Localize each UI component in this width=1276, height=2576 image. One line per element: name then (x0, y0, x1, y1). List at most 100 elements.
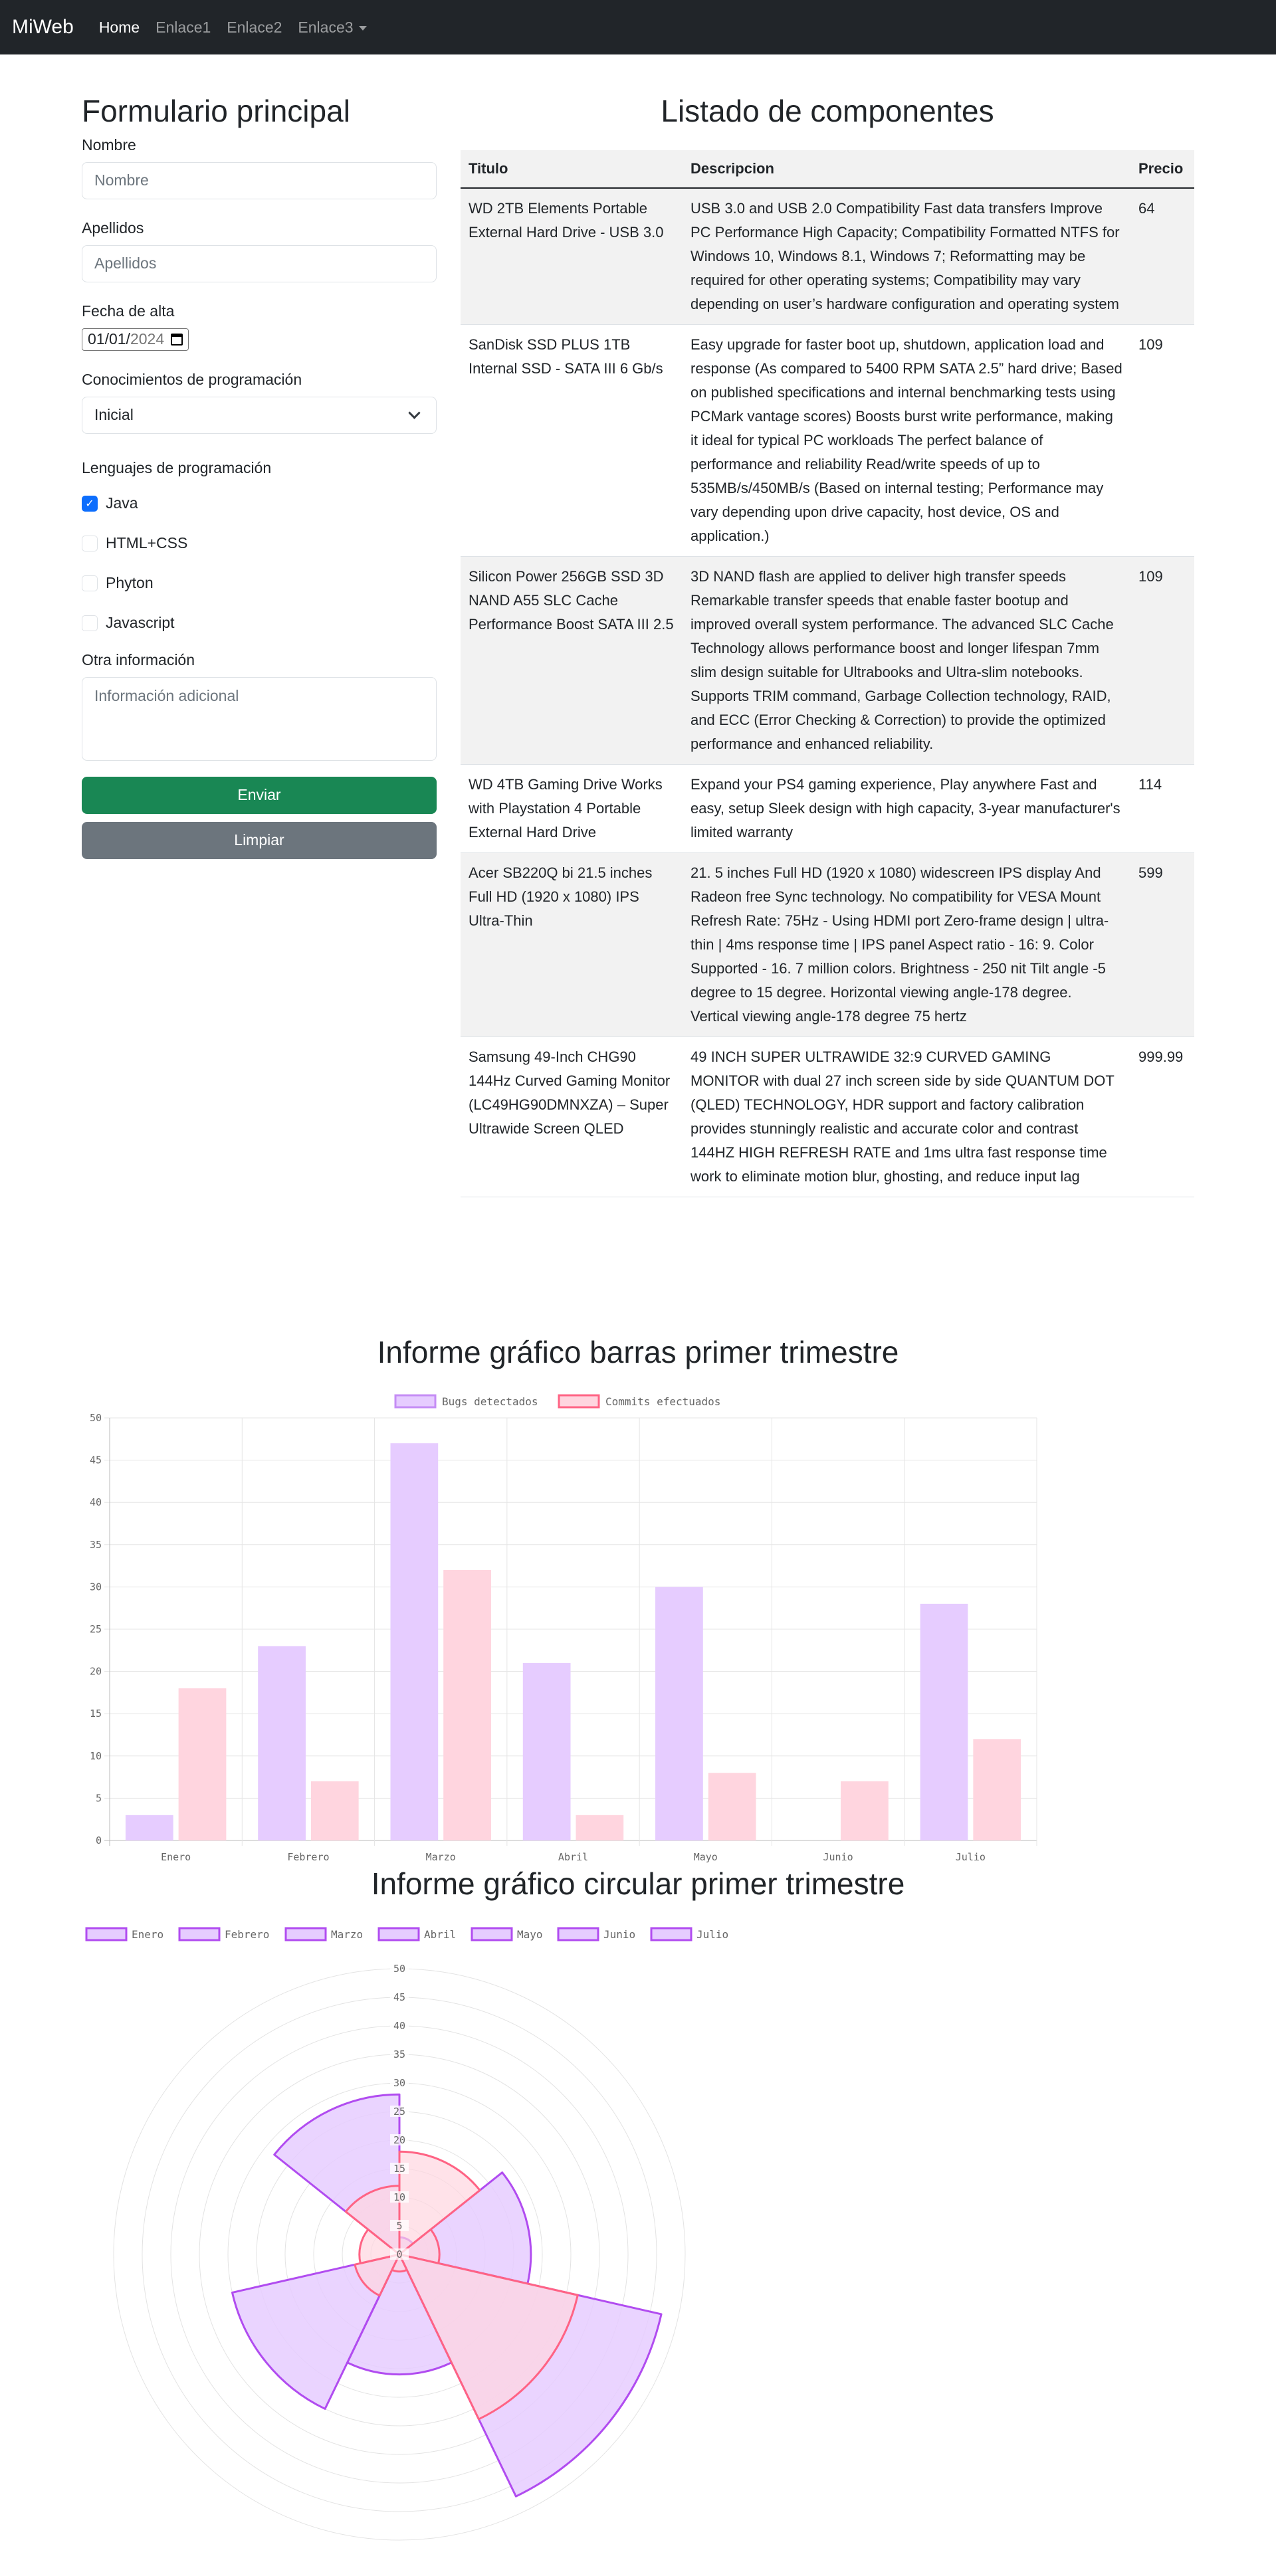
legend-swatch (557, 1927, 599, 1941)
nav-link-enlace2[interactable]: Enlace2 (227, 18, 282, 36)
y-tick-label: 20 (90, 1666, 102, 1678)
cell-titulo: WD 4TB Gaming Drive Works with Playstati… (461, 764, 683, 853)
header-precio: Precio (1130, 150, 1194, 189)
legend-swatch (650, 1927, 692, 1941)
bar (841, 1781, 889, 1840)
nombre-input[interactable] (82, 161, 437, 199)
checkbox-row-javascript[interactable]: Javascript (82, 603, 437, 643)
fecha-year: 2024 (130, 330, 165, 348)
legend-label: Julio (696, 1928, 728, 1941)
header-titulo: Titulo (461, 150, 683, 189)
cell-precio: 999.99 (1130, 1037, 1194, 1197)
legend-label: Abril (424, 1928, 456, 1941)
r-tick-label: 5 (396, 2220, 402, 2232)
checkbox-label-html-css: HTML+CSS (106, 534, 188, 552)
polar-sector (354, 2253, 401, 2297)
x-tick-label: Abril (558, 1851, 588, 1863)
otra-textarea[interactable]: Información adicional (82, 676, 437, 761)
r-tick-label: 40 (393, 2020, 405, 2032)
cell-descripcion: 49 INCH SUPER ULTRAWIDE 32:9 CURVED GAMI… (683, 1037, 1130, 1197)
r-tick-backdrop (390, 2020, 409, 2031)
apellidos-label: Apellidos (82, 219, 144, 237)
legend-swatch (377, 1927, 420, 1941)
cell-descripcion: USB 3.0 and USB 2.0 Compatibility Fast d… (683, 188, 1130, 325)
table-title: Listado de componentes (661, 94, 994, 128)
bar (708, 1773, 756, 1840)
y-tick-label: 50 (90, 1412, 102, 1424)
cell-titulo: Acer SB220Q bi 21.5 inches Full HD (1920… (461, 852, 683, 1037)
y-tick-label: 0 (96, 1834, 102, 1846)
legend-swatch (284, 1927, 327, 1941)
cell-descripcion: Easy upgrade for faster boot up, shutdow… (683, 324, 1130, 557)
legend-label: Enero (132, 1928, 163, 1941)
cell-titulo: Samsung 49-Inch CHG90 144Hz Curved Gamin… (461, 1037, 683, 1197)
x-tick-label: Junio (823, 1851, 853, 1863)
legend-swatch (85, 1927, 128, 1941)
r-tick-backdrop (390, 2163, 409, 2174)
legend-label: Junio (603, 1928, 635, 1941)
reset-button[interactable]: Limpiar (82, 821, 437, 859)
cell-descripcion: 3D NAND flash are applied to deliver hig… (683, 556, 1130, 765)
checkbox-row-html-css[interactable]: HTML+CSS (82, 524, 437, 563)
cell-descripcion: Expand your PS4 gaming experience, Play … (683, 764, 1130, 853)
bar (576, 1815, 624, 1840)
checkbox-java[interactable]: ✓ (82, 495, 98, 512)
checkbox-row-java[interactable]: ✓ Java (82, 484, 437, 524)
y-tick-label: 30 (90, 1581, 102, 1593)
header-descripcion: Descripcion (683, 150, 1130, 189)
checkbox-phyton[interactable] (82, 575, 98, 591)
checkbox-label-javascript: Javascript (106, 614, 175, 632)
bar (973, 1739, 1021, 1840)
nav-link-home[interactable]: Home (98, 18, 140, 36)
r-tick-backdrop (390, 2048, 409, 2060)
legend-label: Bugs detectados (442, 1395, 538, 1408)
checkbox-label-java: Java (106, 494, 138, 512)
conocimientos-label: Conocimientos de programación (82, 370, 302, 388)
lenguajes-label: Lenguajes de programación (82, 458, 272, 476)
checkbox-row-phyton[interactable]: Phyton (82, 563, 437, 603)
calendar-icon[interactable] (171, 333, 183, 346)
cell-precio: 109 (1130, 556, 1194, 765)
legend-label: Mayo (517, 1928, 543, 1941)
r-tick-label: 45 (393, 1991, 405, 2003)
table-row: SanDisk SSD PLUS 1TB Internal SSD - SATA… (461, 324, 1194, 557)
r-tick-backdrop (390, 2134, 409, 2145)
bar (310, 1781, 359, 1840)
y-tick-label: 10 (90, 1750, 102, 1762)
table-row: Silicon Power 256GB SSD 3D NAND A55 SLC … (461, 556, 1194, 765)
polar-sector (398, 2253, 579, 2421)
fecha-day-month: 01/01/ (88, 330, 130, 348)
conocimientos-select[interactable]: Inicial (82, 396, 437, 434)
nav-dropdown-enlace3[interactable]: Enlace3 (298, 19, 367, 37)
x-tick-label: Febrero (287, 1851, 329, 1863)
cell-titulo: Silicon Power 256GB SSD 3D NAND A55 SLC … (461, 556, 683, 765)
checkbox-html-css[interactable] (82, 535, 98, 551)
fecha-date-input[interactable]: 01/01/2024 (82, 328, 189, 351)
bar-chart-title: Informe gráfico barras primer trimestre (377, 1335, 899, 1369)
r-tick-backdrop (390, 1963, 409, 1974)
checkbox-label-phyton: Phyton (106, 574, 154, 592)
cell-descripcion: 21. 5 inches Full HD (1920 x 1080) wides… (683, 852, 1130, 1037)
legend-label: Commits efectuados (605, 1395, 720, 1408)
table-header-row: Titulo Descripcion Precio (461, 150, 1194, 189)
y-tick-label: 25 (90, 1623, 102, 1635)
polar-sector (346, 2253, 453, 2376)
cell-precio: 114 (1130, 764, 1194, 853)
y-tick-label: 5 (96, 1792, 102, 1804)
legend-swatch (558, 1394, 600, 1409)
x-tick-label: Julio (956, 1851, 986, 1863)
table-row: WD 2TB Elements Portable External Hard D… (461, 188, 1194, 325)
cell-titulo: SanDisk SSD PLUS 1TB Internal SSD - SATA… (461, 324, 683, 557)
y-tick-label: 45 (90, 1454, 102, 1466)
submit-button[interactable]: Enviar (82, 776, 437, 814)
legend-swatch (394, 1394, 437, 1409)
bar-chart: Bugs detectados Commits efectuados 0 5 10 15 2… (90, 1394, 1037, 1863)
r-tick-backdrop (390, 2248, 409, 2260)
apellidos-input[interactable] (82, 245, 437, 282)
polar-chart: Enero Febrero Marzo Abril Mayo Junio Julio 0 5 10… (85, 1927, 728, 2541)
r-tick-label: 30 (393, 2077, 405, 2089)
checkbox-javascript[interactable] (82, 615, 98, 631)
brand[interactable]: MiWeb (12, 16, 74, 38)
legend-label: Febrero (225, 1928, 269, 1941)
nav-link-enlace1[interactable]: Enlace1 (156, 18, 211, 36)
